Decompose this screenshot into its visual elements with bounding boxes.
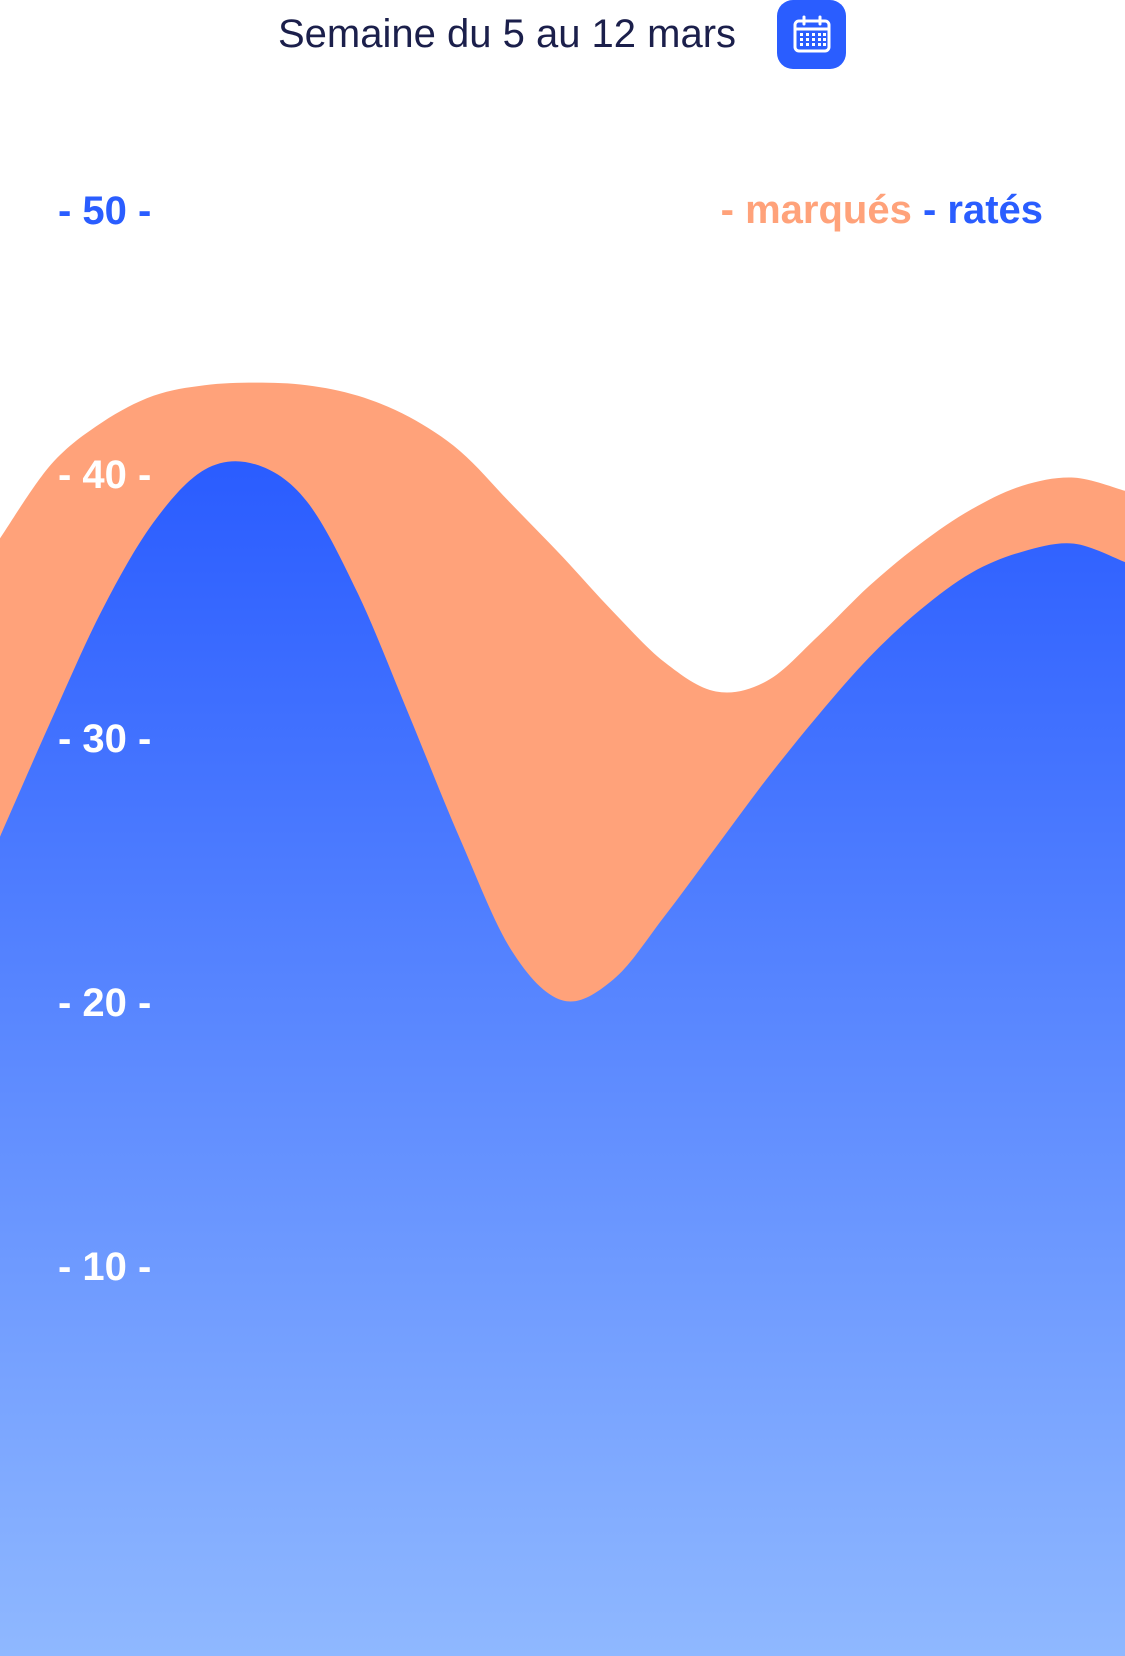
calendar-button[interactable] <box>777 0 846 69</box>
y-tick-label: - 40 - <box>58 453 152 497</box>
y-tick-label: - 50 - <box>58 189 152 233</box>
legend: - marqués - ratés <box>721 190 1043 230</box>
legend-rates-dash: - <box>911 188 948 232</box>
series-area-rates <box>0 461 1125 1656</box>
y-tick-label: - 10 - <box>58 1245 152 1289</box>
legend-marques-dash: - <box>720 188 746 232</box>
y-tick-label: - 30 - <box>58 717 152 761</box>
header: Semaine du 5 au 12 mars <box>0 0 1125 72</box>
week-title: Semaine du 5 au 12 mars <box>278 12 737 56</box>
calendar-icon <box>793 15 830 52</box>
y-tick-label: - 20 - <box>58 981 152 1025</box>
legend-item-rates: ratés <box>947 188 1043 232</box>
legend-item-marques: marqués <box>745 188 912 232</box>
